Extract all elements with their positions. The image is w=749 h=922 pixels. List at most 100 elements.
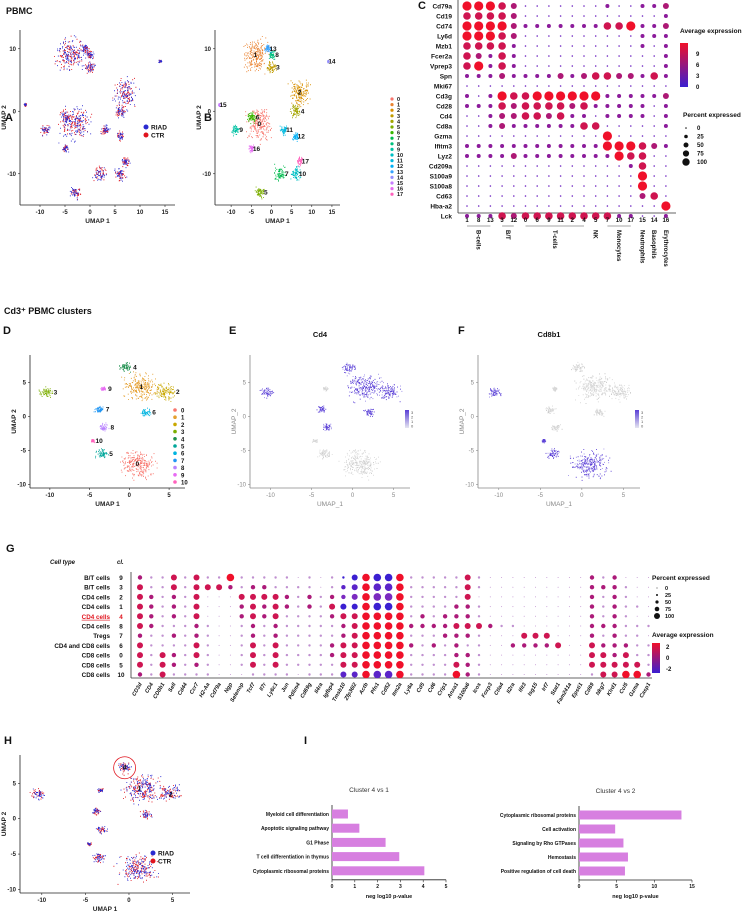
legend-label: 3	[397, 114, 400, 120]
dot	[477, 85, 480, 87]
gene-label: Cd209a	[429, 164, 453, 171]
gene-label: Ngp	[224, 681, 235, 694]
dot	[611, 661, 618, 668]
dot	[193, 603, 200, 610]
dot	[297, 634, 300, 637]
dot	[511, 44, 516, 48]
y-tick-label: 5	[243, 380, 247, 386]
dot	[466, 165, 468, 167]
dot	[184, 605, 187, 608]
dot	[546, 577, 548, 578]
dot	[396, 651, 404, 659]
dot	[570, 24, 575, 28]
dot	[489, 165, 492, 167]
dot	[544, 643, 549, 648]
dot	[663, 114, 668, 118]
dot	[580, 102, 588, 110]
y-tick-label: 10	[204, 47, 211, 53]
dot	[250, 652, 256, 659]
dot	[521, 92, 530, 100]
x-tick-label: -10	[46, 493, 55, 499]
dot	[489, 205, 492, 207]
dot	[443, 644, 447, 647]
dot	[464, 584, 471, 591]
dot	[489, 644, 491, 646]
dot	[630, 65, 632, 67]
dot	[477, 125, 480, 127]
dot	[421, 663, 424, 666]
size-legend-tick: 75	[697, 152, 704, 158]
dot	[489, 606, 491, 608]
dot	[603, 212, 612, 220]
category-label: Cytoplasmic ribosomal proteins	[253, 869, 329, 875]
legend-dot	[390, 108, 394, 112]
row-cluster: 8	[119, 624, 123, 631]
size-legend-dot	[654, 613, 660, 619]
panel-label-g: G	[6, 543, 15, 555]
dot	[285, 673, 289, 676]
gene-label: Cd52	[380, 682, 392, 697]
dot	[606, 15, 609, 17]
legend-label: RIAD	[158, 851, 174, 858]
row-cell-type: CD8 cells	[82, 672, 111, 679]
dot	[476, 104, 481, 108]
dot	[262, 604, 267, 609]
dot	[250, 613, 256, 620]
dot	[640, 104, 645, 108]
cluster-points-4	[572, 361, 585, 372]
dot	[218, 644, 220, 646]
dot	[535, 625, 536, 627]
cluster-label: 5	[109, 451, 113, 458]
dot	[218, 654, 220, 656]
dot	[536, 135, 538, 137]
dot	[559, 165, 562, 167]
gene-label: S100a6	[457, 681, 472, 701]
cluster-label: 0	[135, 461, 139, 468]
dot	[567, 91, 577, 101]
dot	[432, 605, 435, 608]
dot	[559, 135, 562, 137]
dot	[636, 653, 639, 657]
dot	[630, 185, 632, 187]
dot	[662, 3, 669, 9]
bar	[579, 866, 625, 876]
dot	[421, 586, 424, 589]
cluster-points-5	[95, 448, 109, 459]
legend-dot	[390, 136, 394, 140]
dot	[453, 623, 460, 629]
dot	[442, 614, 448, 619]
cluster-points-8	[95, 826, 108, 835]
dot	[442, 633, 448, 638]
group-label: B/T	[504, 230, 510, 240]
y-tick-label: 0	[23, 414, 27, 420]
dot	[600, 671, 607, 678]
cluster-points-3	[85, 61, 96, 73]
dot	[285, 663, 289, 666]
dot	[511, 124, 516, 128]
y-tick-label: 0	[13, 817, 17, 823]
dot	[409, 623, 414, 629]
dot	[522, 643, 527, 648]
dot	[630, 35, 632, 37]
cluster-points-7	[545, 405, 557, 414]
dot	[161, 644, 164, 647]
dot	[653, 165, 655, 167]
y-tick-label: -10	[7, 172, 16, 178]
dot	[512, 635, 514, 637]
dot	[618, 175, 620, 177]
dot	[476, 623, 482, 629]
dot	[512, 664, 514, 666]
dot	[319, 605, 322, 608]
gene-label: Cd69g	[300, 681, 314, 699]
dot	[498, 12, 506, 20]
dot	[582, 154, 586, 158]
dot	[626, 141, 636, 151]
dot	[489, 635, 491, 637]
color-bar-tick: 2	[411, 415, 414, 420]
dot	[137, 623, 143, 629]
gene-label: Ccl5	[619, 681, 630, 695]
category-label: G1 Phase	[306, 840, 329, 846]
dot	[532, 632, 539, 639]
y-axis-label: UMAP 2	[1, 105, 8, 130]
dot	[626, 21, 636, 31]
